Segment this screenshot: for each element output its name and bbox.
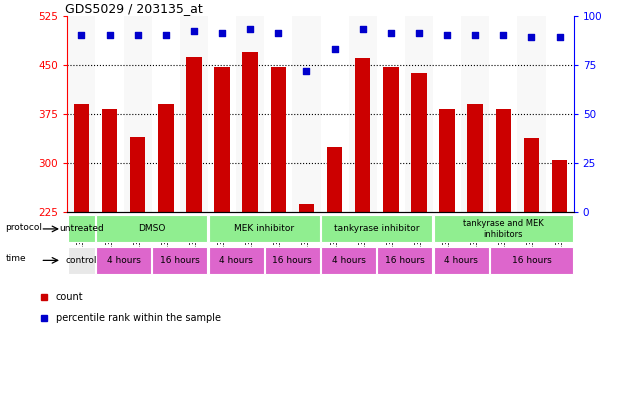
Bar <box>68 247 95 274</box>
Text: 16 hours: 16 hours <box>385 256 425 265</box>
Text: 16 hours: 16 hours <box>272 256 312 265</box>
Bar <box>461 16 489 212</box>
Bar <box>378 247 433 274</box>
Text: 16 hours: 16 hours <box>512 256 551 265</box>
Bar <box>433 247 488 274</box>
Bar <box>153 247 208 274</box>
Point <box>104 32 115 39</box>
Bar <box>242 52 258 360</box>
Text: control: control <box>65 256 97 265</box>
Point <box>442 32 453 39</box>
Bar <box>152 16 180 212</box>
Bar <box>327 147 342 360</box>
Bar <box>321 215 433 242</box>
Text: 4 hours: 4 hours <box>444 256 478 265</box>
Bar <box>467 104 483 360</box>
Bar <box>412 73 427 360</box>
Bar <box>74 104 89 360</box>
Bar <box>439 109 455 360</box>
Text: untreated: untreated <box>59 224 104 233</box>
Bar <box>130 137 146 360</box>
Bar <box>67 16 96 212</box>
Bar <box>102 109 117 360</box>
Text: protocol: protocol <box>5 223 42 232</box>
Bar <box>68 215 95 242</box>
Text: GDS5029 / 203135_at: GDS5029 / 203135_at <box>65 2 203 15</box>
Bar <box>349 16 377 212</box>
Bar <box>321 247 376 274</box>
Bar <box>208 16 236 212</box>
Bar <box>180 16 208 212</box>
Bar <box>405 16 433 212</box>
Bar <box>490 247 573 274</box>
Text: time: time <box>5 254 26 263</box>
Bar <box>264 16 292 212</box>
Bar <box>552 160 567 360</box>
Point <box>217 30 227 37</box>
Text: 16 hours: 16 hours <box>160 256 200 265</box>
Point <box>133 32 143 39</box>
Bar <box>208 247 263 274</box>
Bar <box>265 247 320 274</box>
Bar <box>96 215 208 242</box>
Point <box>161 32 171 39</box>
Bar <box>545 16 574 212</box>
Bar <box>517 16 545 212</box>
Point <box>498 32 508 39</box>
Bar <box>433 16 461 212</box>
Bar <box>214 67 229 360</box>
Point <box>470 32 480 39</box>
Bar <box>489 16 517 212</box>
Text: tankyrase and MEK
inhibitors: tankyrase and MEK inhibitors <box>463 219 544 239</box>
Bar <box>96 16 124 212</box>
Bar <box>236 16 264 212</box>
Bar <box>355 58 370 360</box>
Bar <box>524 138 539 360</box>
Bar <box>96 247 151 274</box>
Text: percentile rank within the sample: percentile rank within the sample <box>56 313 221 323</box>
Bar <box>208 215 320 242</box>
Text: tankyrase inhibitor: tankyrase inhibitor <box>334 224 419 233</box>
Point <box>414 30 424 37</box>
Point <box>245 26 255 33</box>
Point <box>188 28 199 35</box>
Text: count: count <box>56 292 83 302</box>
Point <box>273 30 283 37</box>
Text: 4 hours: 4 hours <box>331 256 365 265</box>
Bar <box>292 16 320 212</box>
Bar <box>186 57 202 360</box>
Text: MEK inhibitor: MEK inhibitor <box>234 224 294 233</box>
Bar <box>271 67 286 360</box>
Bar <box>377 16 405 212</box>
Point <box>301 68 312 74</box>
Text: 4 hours: 4 hours <box>106 256 140 265</box>
Point <box>76 32 87 39</box>
Bar <box>383 67 399 360</box>
Text: 4 hours: 4 hours <box>219 256 253 265</box>
Point <box>386 30 396 37</box>
Bar <box>320 16 349 212</box>
Point <box>358 26 368 33</box>
Text: DMSO: DMSO <box>138 224 165 233</box>
Bar <box>158 104 174 360</box>
Bar <box>433 215 573 242</box>
Point <box>554 34 565 40</box>
Point <box>526 34 537 40</box>
Point <box>329 46 340 52</box>
Bar <box>124 16 152 212</box>
Bar <box>495 109 511 360</box>
Bar <box>299 204 314 360</box>
